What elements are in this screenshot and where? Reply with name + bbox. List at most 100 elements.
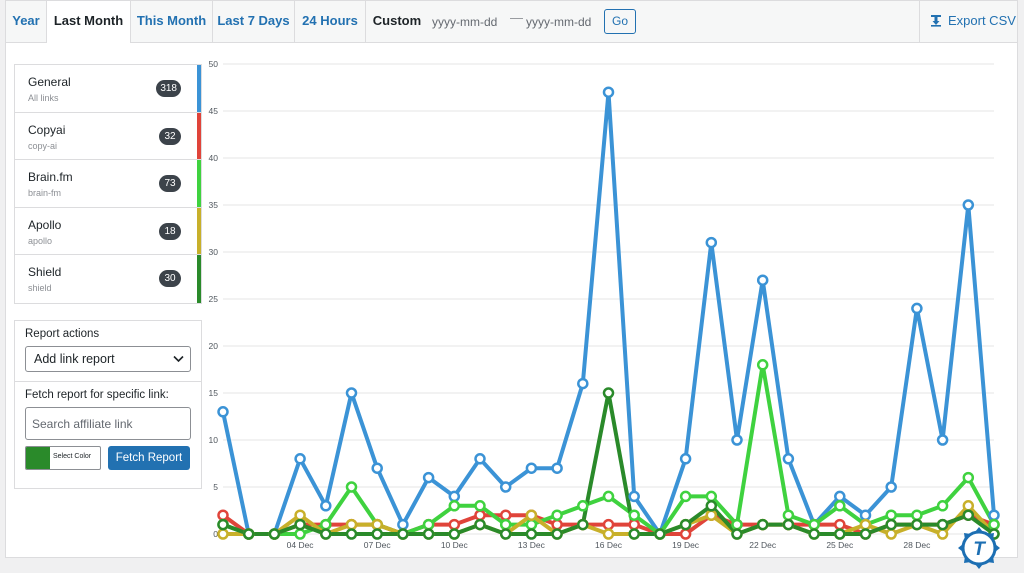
date-separator: —: [510, 10, 523, 25]
data-point: [320, 528, 332, 540]
data-point: [371, 462, 383, 474]
data-point: [602, 490, 615, 503]
data-point: [217, 406, 229, 418]
data-point: [551, 509, 563, 521]
data-point: [834, 500, 846, 512]
data-point: [577, 500, 589, 512]
link-slug: All links: [28, 93, 59, 103]
data-point: [345, 528, 358, 540]
tab-year[interactable]: Year: [6, 1, 47, 42]
report-action-value: Add link report: [34, 352, 115, 366]
plugin-logo-icon: T: [958, 527, 1000, 569]
export-csv-label: Export CSV: [948, 13, 1016, 28]
link-item-shield[interactable]: Shield shield 30: [15, 255, 201, 303]
data-point: [474, 518, 486, 531]
data-point: [756, 359, 769, 371]
report-action-select[interactable]: Add link report: [25, 346, 191, 372]
data-point: [602, 387, 615, 399]
data-point: [628, 528, 640, 540]
data-point: [936, 528, 949, 540]
data-point: [448, 490, 461, 503]
x-tick-label: 25 Dec: [826, 540, 854, 550]
data-point: [345, 481, 358, 493]
data-point: [654, 528, 666, 540]
link-item-copyai[interactable]: Copyai copy-ai 32: [15, 112, 201, 161]
data-point: [885, 528, 897, 540]
link-name: General: [28, 75, 71, 89]
fetch-report-button[interactable]: Fetch Report: [108, 446, 190, 470]
data-point: [782, 509, 795, 521]
data-point: [628, 490, 640, 503]
fetch-report-title: Fetch report for specific link:: [25, 389, 169, 401]
affiliate-link-search-input[interactable]: [25, 407, 191, 440]
data-point: [217, 518, 229, 531]
export-csv-button[interactable]: Export CSV: [919, 1, 1017, 42]
logo-letter: T: [973, 539, 986, 560]
y-tick-label: 10: [209, 435, 219, 445]
data-point: [371, 518, 383, 531]
link-name: Copyai: [28, 122, 66, 137]
link-item-general[interactable]: General All links 318: [15, 65, 201, 113]
tab-custom[interactable]: Custom: [372, 13, 422, 28]
data-point: [911, 509, 923, 521]
data-point: [499, 528, 512, 540]
data-point: [911, 302, 923, 315]
y-tick-label: 15: [209, 388, 219, 398]
data-point: [602, 528, 615, 540]
click-count-badge: 32: [159, 127, 181, 145]
data-point: [859, 509, 872, 521]
link-name: Brain.fm: [28, 170, 73, 185]
series-line-shield: [222, 391, 996, 536]
data-point: [422, 528, 435, 540]
data-point: [911, 518, 923, 531]
tab-24-hours[interactable]: 24 Hours: [295, 1, 366, 42]
data-point: [320, 500, 332, 512]
data-point: [474, 500, 486, 512]
data-point: [731, 528, 743, 540]
link-name: Shield: [28, 265, 62, 280]
y-tick-label: 20: [209, 341, 219, 351]
report-actions-panel: Report actions Add link report Fetch rep…: [14, 320, 202, 489]
click-count-badge: 18: [159, 222, 181, 240]
click-count-badge: 30: [159, 270, 181, 288]
end-date-input[interactable]: yyyy-mm-dd: [526, 15, 592, 29]
report-panel: Year Last Month This Month Last 7 Days 2…: [5, 0, 1018, 558]
link-item-apollo[interactable]: Apollo apollo 18: [15, 207, 201, 256]
link-slug: brain-fm: [28, 188, 62, 199]
data-point: [834, 490, 846, 503]
data-point: [602, 518, 615, 531]
start-date-input[interactable]: yyyy-mm-dd: [432, 15, 498, 29]
data-point: [525, 528, 538, 540]
data-point: [885, 509, 897, 521]
data-point: [705, 509, 718, 521]
select-color-button[interactable]: Select Color: [25, 446, 101, 470]
tab-this-month[interactable]: This Month: [131, 1, 213, 42]
download-icon: [931, 15, 941, 27]
data-point: [448, 518, 461, 531]
x-tick-label: 19 Dec: [672, 540, 700, 550]
x-tick-label: 07 Dec: [364, 540, 392, 550]
go-button[interactable]: Go: [604, 9, 636, 34]
x-tick-label: 28 Dec: [903, 540, 931, 550]
series-color-bar: [197, 160, 201, 207]
data-point: [320, 518, 332, 531]
data-point: [294, 453, 306, 465]
tab-last-7-days[interactable]: Last 7 Days: [213, 1, 295, 42]
data-point: [962, 500, 975, 512]
data-point: [345, 387, 358, 399]
x-tick-label: 16 Dec: [595, 540, 623, 550]
data-point: [808, 518, 820, 531]
data-point: [679, 528, 692, 540]
data-point: [294, 528, 306, 540]
data-point: [474, 453, 486, 465]
data-point: [859, 518, 872, 531]
link-slug: copy-ai: [28, 140, 58, 151]
tab-last-month[interactable]: Last Month: [47, 1, 131, 43]
link-item-brain-fm[interactable]: Brain.fm brain-fm 73: [15, 160, 201, 208]
y-tick-label: 45: [209, 106, 219, 116]
data-point: [756, 274, 769, 286]
data-point: [551, 462, 563, 474]
select-color-label: Select Color: [53, 453, 92, 460]
report-actions-title: Report actions: [25, 328, 100, 340]
click-count-badge: 318: [156, 80, 181, 97]
